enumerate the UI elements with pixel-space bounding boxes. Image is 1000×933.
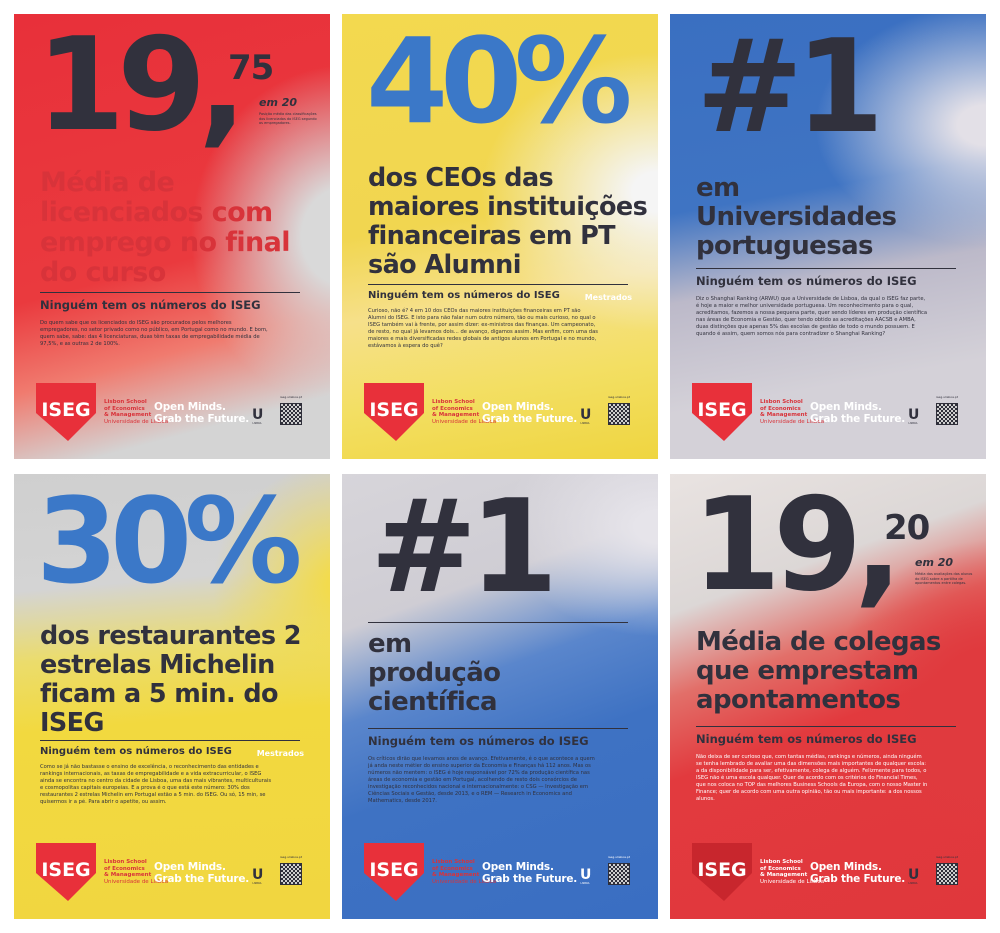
body-text: Como se já não bastasse o ensino de exce…: [40, 764, 272, 805]
svg-text:ISEG: ISEG: [369, 859, 418, 881]
school-name: Lisbon School of Economics & Management …: [104, 399, 169, 425]
ulisboa-logo: U LISBOA: [908, 407, 920, 425]
site-url: iseg.ulisboa.pt: [936, 395, 958, 399]
site-url: iseg.ulisboa.pt: [608, 855, 630, 859]
mestrados-label: Mestrados: [256, 749, 304, 758]
tagline: Ninguém tem os números do ISEG: [696, 732, 917, 746]
ulisboa-logo: U LISBOA: [580, 407, 592, 425]
body-text: Diz o Shanghai Ranking (ARWU) que a Univ…: [696, 296, 928, 337]
poster-restaurantes: 30% dos restaurantes 2 estrelas Michelin…: [14, 474, 330, 919]
iseg-logo: ISEG: [364, 383, 424, 441]
divider: [368, 622, 628, 623]
slogan: Open Minds. Grab the Future.: [810, 861, 906, 885]
slogan: Open Minds. Grab the Future.: [482, 861, 578, 885]
big-number: 30%: [36, 474, 302, 610]
body-text: Os críticos dirão que levamos anos de av…: [368, 756, 595, 804]
divider-2: [368, 728, 628, 729]
ulisboa-logo: U LISBOA: [252, 407, 264, 425]
school-name: Lisbon School of Economics & Management …: [432, 859, 497, 885]
svg-text:ISEG: ISEG: [697, 859, 746, 881]
headline: em Universidades portuguesas: [696, 173, 897, 261]
scale-label: em 20: [259, 96, 298, 109]
iseg-logo: ISEG: [692, 843, 752, 901]
qr-code-icon[interactable]: [608, 863, 630, 885]
site-url: iseg.ulisboa.pt: [936, 855, 958, 859]
slogan: Open Minds. Grab the Future.: [810, 401, 906, 425]
qr-code-icon[interactable]: [936, 403, 958, 425]
divider: [40, 292, 300, 293]
poster-universidades: #1 em Universidades portuguesas Ninguém …: [670, 14, 986, 459]
poster-ceos: 40% dos CEOs das maiores instituições fi…: [342, 14, 658, 459]
superscript-number: 20: [884, 508, 930, 548]
school-name: Lisbon School of Economics & Management …: [760, 859, 825, 885]
poster-media-colegas: 19, 20 em 20 Média das avaliações dos al…: [670, 474, 986, 919]
qr-code-icon[interactable]: [280, 863, 302, 885]
tagline: Ninguém tem os números do ISEG: [40, 746, 232, 757]
iseg-logo: ISEG: [364, 843, 424, 901]
site-url: iseg.ulisboa.pt: [608, 395, 630, 399]
school-name: Lisbon School of Economics & Management …: [104, 859, 169, 885]
school-name: Lisbon School of Economics & Management …: [432, 399, 497, 425]
divider: [696, 268, 956, 269]
site-url: iseg.ulisboa.pt: [280, 855, 302, 859]
iseg-logo: ISEG: [36, 383, 96, 441]
slogan: Open Minds. Grab the Future.: [154, 401, 250, 425]
scale-label: em 20: [915, 556, 954, 569]
big-number: 19,: [36, 14, 247, 160]
headline: dos CEOs das maiores instituições financ…: [368, 163, 648, 280]
ulisboa-logo: U LISBOA: [252, 867, 264, 885]
tagline: Ninguém tem os números do ISEG: [40, 298, 261, 312]
tagline: Ninguém tem os números do ISEG: [696, 274, 917, 288]
headline: Média de licenciados com emprego no fina…: [40, 167, 291, 288]
poster-media-licenciados: 19, 75 em 20 Posição média das classific…: [14, 14, 330, 459]
body-text: Do quem sabe que os licenciados do ISEG …: [40, 320, 268, 347]
body-text: Não deixa de ser curioso que, com tantas…: [696, 754, 928, 802]
footnote: Média das avaliações dos alunos do ISEG …: [915, 572, 973, 585]
headline: em produção científica: [368, 629, 501, 717]
tagline: Ninguém tem os números do ISEG: [368, 734, 589, 748]
slogan: Open Minds. Grab the Future.: [482, 401, 578, 425]
footnote: Posição média das classificações dos lic…: [259, 112, 317, 125]
svg-text:ISEG: ISEG: [41, 859, 90, 881]
body-text: Curioso, não é? 4 em 10 dos CEOs das mai…: [368, 308, 598, 349]
divider: [696, 726, 956, 727]
iseg-logo: ISEG: [692, 383, 752, 441]
slogan: Open Minds. Grab the Future.: [154, 861, 250, 885]
qr-code-icon[interactable]: [936, 863, 958, 885]
ulisboa-logo: U LISBOA: [908, 867, 920, 885]
mestrados-label: Mestrados: [584, 293, 632, 302]
ulisboa-logo: U LISBOA: [580, 867, 592, 885]
qr-code-icon[interactable]: [608, 403, 630, 425]
divider: [40, 740, 300, 741]
big-number: 40%: [366, 14, 632, 150]
superscript-number: 75: [228, 48, 274, 88]
big-number: #1: [696, 14, 884, 162]
tagline: Ninguém tem os números do ISEG: [368, 290, 560, 301]
big-number: 19,: [692, 474, 903, 620]
school-name: Lisbon School of Economics & Management …: [760, 399, 825, 425]
headline: dos restaurantes 2 estrelas Michelin fic…: [40, 621, 301, 738]
big-number: #1: [370, 474, 558, 622]
site-url: iseg.ulisboa.pt: [280, 395, 302, 399]
qr-code-icon[interactable]: [280, 403, 302, 425]
svg-text:ISEG: ISEG: [697, 399, 746, 421]
divider: [368, 284, 628, 285]
svg-text:ISEG: ISEG: [369, 399, 418, 421]
iseg-logo: ISEG: [36, 843, 96, 901]
headline: Média de colegas que emprestam apontamen…: [696, 627, 941, 715]
svg-text:ISEG: ISEG: [41, 399, 90, 421]
poster-producao-cientifica: #1 em produção científica Ninguém tem os…: [342, 474, 658, 919]
